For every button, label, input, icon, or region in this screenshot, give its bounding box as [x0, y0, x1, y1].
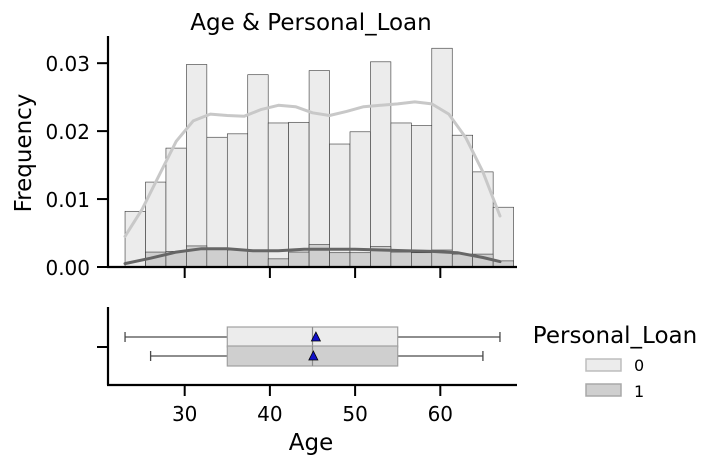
x-tick-label: 50 — [342, 402, 367, 426]
hist-bar-0-11 — [349, 131, 371, 268]
x-tick-label: 60 — [428, 402, 453, 426]
hist-bar-1-4 — [206, 247, 228, 268]
mean-marker-0 — [310, 331, 322, 342]
hist-bar-1-10 — [329, 252, 351, 268]
hist-bar-1-7 — [267, 258, 289, 268]
hist-bar-1-13 — [390, 251, 412, 268]
kde-line-1 — [123, 247, 502, 266]
hist-bar-0-9 — [308, 70, 330, 268]
hist-bar-0-5 — [226, 133, 249, 268]
hist-bar-1-11 — [349, 252, 371, 268]
hist-bar-1-6 — [247, 251, 269, 268]
hist-bar-1-14 — [411, 252, 433, 268]
hist-ylabel: Frequency — [11, 94, 37, 213]
kde-line-0 — [123, 100, 502, 238]
legend-swatch-1 — [585, 383, 622, 397]
hist-title: Age & Personal_Loan — [190, 10, 431, 36]
legend-swatch-0 — [585, 358, 622, 372]
mean-marker-1 — [308, 350, 319, 361]
x-tick-label: 30 — [172, 402, 197, 426]
hist-bar-0-2 — [165, 147, 187, 268]
legend-label-1: 1 — [634, 382, 644, 401]
hist-bar-0-7 — [267, 122, 289, 268]
boxplot — [124, 326, 501, 367]
hist-bar-1-5 — [226, 249, 249, 268]
hist-bar-0-3 — [186, 64, 208, 268]
hist-bar-0-6 — [247, 74, 269, 268]
hist-bar-0-13 — [390, 122, 412, 268]
box-xlabel: Age — [289, 430, 333, 456]
hist-bar-0-16 — [451, 134, 473, 268]
y-tick-label: 0.03 — [45, 52, 90, 76]
hist-bar-0-17 — [472, 171, 494, 268]
y-tick-label: 0.02 — [45, 120, 90, 144]
y-tick-label: 0.00 — [45, 256, 90, 280]
hist-bar-0-8 — [288, 121, 310, 268]
x-tick-label: 40 — [257, 402, 282, 426]
hist-x-ticks — [183, 267, 442, 278]
hist-kde-lines — [123, 100, 502, 266]
hist-bar-0-12 — [370, 61, 392, 268]
hist-bar-0-14 — [411, 125, 433, 268]
hist-bar-0-18 — [492, 206, 514, 268]
legend: Personal_Loan 0 1 — [533, 323, 697, 401]
hist-bars — [124, 47, 514, 268]
legend-title: Personal_Loan — [533, 323, 697, 349]
box-x-ticks: 30 40 50 60 — [172, 385, 453, 426]
y-tick-label: 0.01 — [45, 188, 90, 212]
legend-label-0: 0 — [634, 356, 644, 375]
hist-bar-0-15 — [431, 47, 453, 268]
hist-bar-1-8 — [288, 251, 310, 268]
hist-y-ticks: 0.00 0.01 0.02 0.03 — [45, 52, 108, 280]
